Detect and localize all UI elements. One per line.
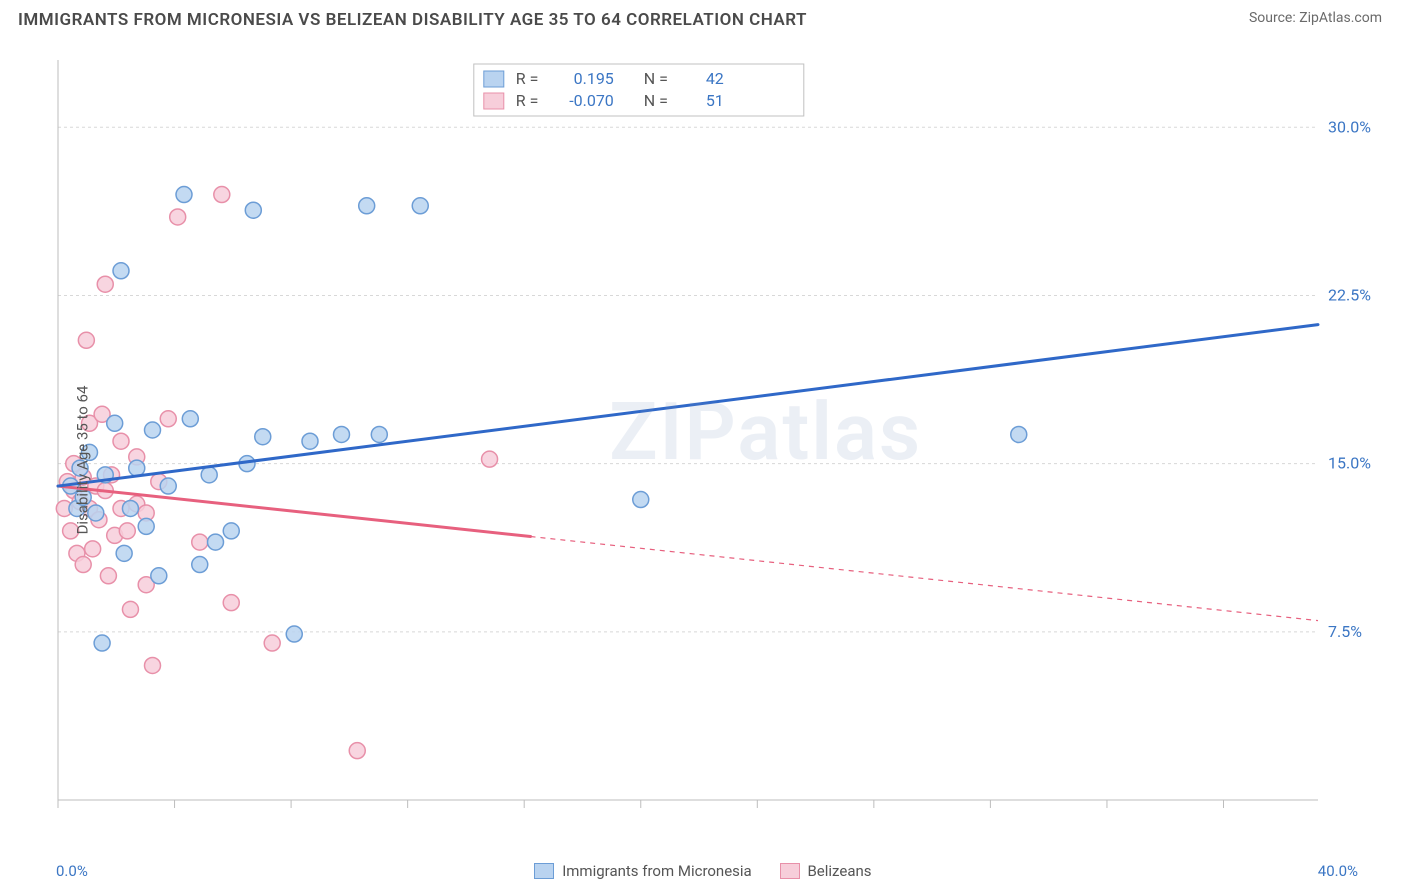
belizeans-point	[264, 635, 280, 651]
micronesia-point	[160, 478, 176, 494]
belizeans-point	[145, 657, 161, 673]
stats-N-label: N =	[644, 69, 668, 88]
belizeans-point	[78, 332, 94, 348]
x-start-label: 0.0%	[56, 862, 88, 880]
micronesia-point	[633, 492, 649, 508]
stats-N-value: 51	[706, 91, 724, 110]
belizeans-point	[85, 541, 101, 557]
stats-R-label: R =	[516, 69, 539, 88]
belizeans-point	[349, 743, 365, 759]
micronesia-point	[151, 568, 167, 584]
stats-R-value: -0.070	[569, 91, 614, 110]
micronesia-point	[138, 518, 154, 534]
belizeans-point	[160, 411, 176, 427]
source-attribution: Source: ZipAtlas.com	[1249, 10, 1382, 26]
y-tick-label: 30.0%	[1328, 117, 1371, 136]
belizeans-point	[113, 433, 129, 449]
belizeans-point	[192, 534, 208, 550]
chart-title: IMMIGRANTS FROM MICRONESIA VS BELIZEAN D…	[18, 10, 807, 30]
belizeans-point	[97, 276, 113, 292]
legend-item-belizeans: Belizeans	[780, 862, 872, 880]
bottom-legend: 0.0% Immigrants from Micronesia Belizean…	[18, 862, 1388, 880]
micronesia-point	[113, 263, 129, 279]
belizeans-point	[214, 187, 230, 203]
y-tick-label: 7.5%	[1328, 622, 1362, 641]
belizeans-point	[122, 601, 138, 617]
micronesia-point	[122, 500, 138, 516]
micronesia-point	[192, 557, 208, 573]
micronesia-point	[129, 460, 145, 476]
micronesia-point	[245, 202, 261, 218]
belizeans-point	[482, 451, 498, 467]
belizeans-point	[170, 209, 186, 225]
y-axis-label: Disability Age 35 to 64	[73, 386, 91, 535]
micronesia-point	[286, 626, 302, 642]
x-end-label: 40.0%	[1318, 862, 1358, 880]
micronesia-point	[223, 523, 239, 539]
micronesia-point	[1011, 426, 1027, 442]
micronesia-point	[176, 187, 192, 203]
micronesia-point	[334, 426, 350, 442]
micronesia-point	[201, 467, 217, 483]
source-prefix: Source:	[1249, 10, 1299, 26]
belizeans-point	[100, 568, 116, 584]
micronesia-point	[94, 635, 110, 651]
legend-label-micronesia: Immigrants from Micronesia	[562, 862, 752, 880]
micronesia-point	[255, 429, 271, 445]
micronesia-point	[302, 433, 318, 449]
legend-label-belizeans: Belizeans	[807, 862, 871, 880]
micronesia-point	[107, 415, 123, 431]
stats-R-label: R =	[516, 91, 539, 110]
stats-N-label: N =	[644, 91, 668, 110]
stats-N-value: 42	[706, 69, 724, 88]
micronesia-point	[145, 422, 161, 438]
scatter-chart: 7.5% 15.0% 22.5% 30.0% R = 0.195 N = 42 R = -0.07…	[18, 40, 1388, 840]
chart-container: Disability Age 35 to 64 ZIPatlas 7.5%15.…	[18, 40, 1388, 880]
y-tick-label: 22.5%	[1328, 285, 1371, 304]
micronesia-point	[371, 426, 387, 442]
micronesia-point	[359, 198, 375, 214]
y-tick-label: 15.0%	[1328, 454, 1371, 473]
source-name: ZipAtlas.com	[1299, 10, 1382, 26]
belizeans-point	[119, 523, 135, 539]
swatch-micronesia	[534, 863, 554, 879]
micronesia-point	[208, 534, 224, 550]
belizeans-point	[75, 557, 91, 573]
micronesia-point	[116, 545, 132, 561]
stats-R-value: 0.195	[574, 69, 614, 88]
legend-item-micronesia: Immigrants from Micronesia	[534, 862, 751, 880]
belizeans-point	[223, 595, 239, 611]
stats-box: R = 0.195 N = 42 R = -0.070 N = 51	[474, 64, 804, 116]
micronesia-point	[182, 411, 198, 427]
micronesia-point	[412, 198, 428, 214]
swatch-belizeans	[780, 863, 800, 879]
